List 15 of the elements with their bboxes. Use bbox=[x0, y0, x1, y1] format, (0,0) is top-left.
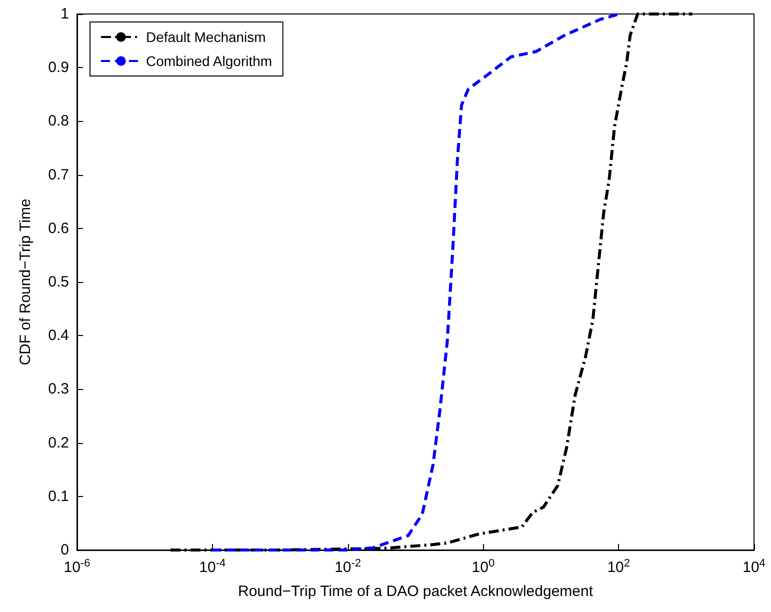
legend-label: Default Mechanism bbox=[146, 29, 266, 45]
y-tick-label: 1 bbox=[60, 6, 69, 22]
y-axis-title: CDF of Round−Trip Time bbox=[17, 198, 34, 366]
y-tick-label: 0.1 bbox=[48, 488, 69, 505]
y-tick-label: 0.5 bbox=[48, 274, 69, 290]
x-axis-title: Round−Trip Time of a DAO packet Acknowledgement bbox=[238, 583, 594, 600]
y-tick-label: 0.7 bbox=[48, 166, 69, 184]
y-tick-label: 0.2 bbox=[48, 434, 69, 452]
y-tick-label: 0.8 bbox=[48, 112, 69, 130]
y-tick-label: 0.9 bbox=[48, 59, 69, 76]
legend-label: Combined Algorithm bbox=[146, 53, 272, 69]
y-tick-label: 0.6 bbox=[48, 220, 69, 237]
y-tick-label: 0.3 bbox=[48, 380, 69, 398]
y-tick-label: 0.4 bbox=[48, 327, 69, 344]
y-tick-label: 0 bbox=[60, 542, 69, 558]
